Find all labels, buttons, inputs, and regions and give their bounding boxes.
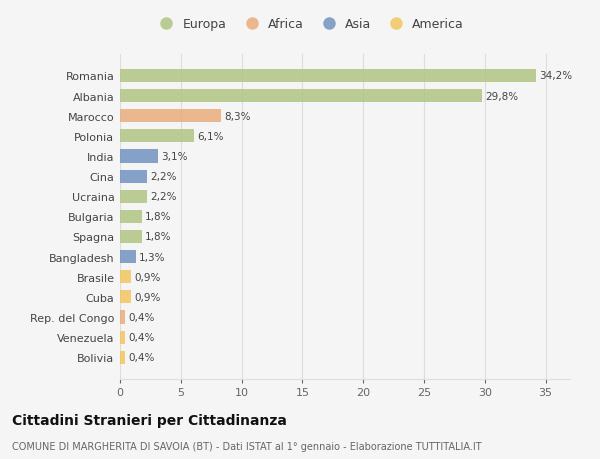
- Text: 6,1%: 6,1%: [197, 132, 224, 141]
- Text: 2,2%: 2,2%: [150, 192, 176, 202]
- Legend: Europa, Africa, Asia, America: Europa, Africa, Asia, America: [149, 13, 469, 36]
- Bar: [120, 70, 536, 83]
- Text: 0,4%: 0,4%: [128, 353, 154, 363]
- Text: 29,8%: 29,8%: [485, 91, 518, 101]
- Text: 0,9%: 0,9%: [134, 272, 160, 282]
- Text: 0,4%: 0,4%: [128, 312, 154, 322]
- Bar: [120, 170, 147, 183]
- Text: Cittadini Stranieri per Cittadinanza: Cittadini Stranieri per Cittadinanza: [12, 413, 287, 427]
- Bar: [120, 351, 125, 364]
- Text: 3,1%: 3,1%: [161, 151, 187, 162]
- Text: 1,8%: 1,8%: [145, 232, 172, 242]
- Bar: [120, 251, 136, 263]
- Text: 0,4%: 0,4%: [128, 332, 154, 342]
- Text: 8,3%: 8,3%: [224, 112, 250, 122]
- Text: COMUNE DI MARGHERITA DI SAVOIA (BT) - Dati ISTAT al 1° gennaio - Elaborazione TU: COMUNE DI MARGHERITA DI SAVOIA (BT) - Da…: [12, 441, 482, 451]
- Bar: [120, 130, 194, 143]
- Text: 1,3%: 1,3%: [139, 252, 166, 262]
- Text: 1,8%: 1,8%: [145, 212, 172, 222]
- Bar: [120, 311, 125, 324]
- Text: 0,9%: 0,9%: [134, 292, 160, 302]
- Bar: [120, 110, 221, 123]
- Bar: [120, 230, 142, 243]
- Bar: [120, 271, 131, 284]
- Bar: [120, 150, 158, 163]
- Bar: [120, 190, 147, 203]
- Bar: [120, 210, 142, 224]
- Text: 2,2%: 2,2%: [150, 172, 176, 182]
- Bar: [120, 291, 131, 304]
- Bar: [120, 331, 125, 344]
- Text: 34,2%: 34,2%: [539, 71, 572, 81]
- Bar: [120, 90, 482, 103]
